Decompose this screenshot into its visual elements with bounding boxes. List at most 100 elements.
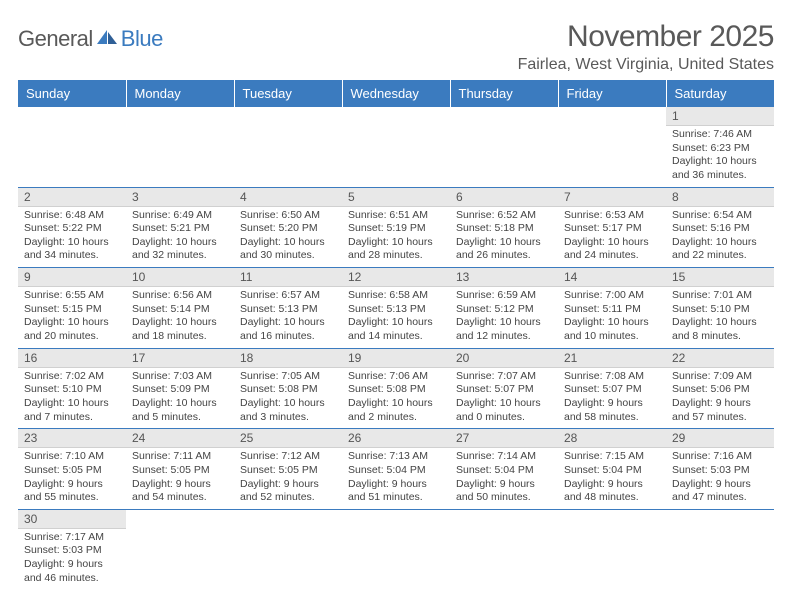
calendar-cell: 23Sunrise: 7:10 AMSunset: 5:05 PMDayligh… xyxy=(18,429,126,510)
day-number: 21 xyxy=(558,349,666,368)
day-details: Sunrise: 6:57 AMSunset: 5:13 PMDaylight:… xyxy=(234,287,342,348)
daylight-text: Daylight: 10 hours and 22 minutes. xyxy=(672,236,768,263)
day-number: 10 xyxy=(126,268,234,287)
calendar-cell: 27Sunrise: 7:14 AMSunset: 5:04 PMDayligh… xyxy=(450,429,558,510)
day-header: Wednesday xyxy=(342,80,450,107)
calendar-row: 23Sunrise: 7:10 AMSunset: 5:05 PMDayligh… xyxy=(18,429,774,510)
day-details: Sunrise: 7:15 AMSunset: 5:04 PMDaylight:… xyxy=(558,448,666,509)
sunset-text: Sunset: 5:15 PM xyxy=(24,303,120,317)
calendar-cell: 3Sunrise: 6:49 AMSunset: 5:21 PMDaylight… xyxy=(126,187,234,268)
calendar-cell: 20Sunrise: 7:07 AMSunset: 5:07 PMDayligh… xyxy=(450,348,558,429)
calendar-cell: 25Sunrise: 7:12 AMSunset: 5:05 PMDayligh… xyxy=(234,429,342,510)
sunrise-text: Sunrise: 6:53 AM xyxy=(564,209,660,223)
sunset-text: Sunset: 5:11 PM xyxy=(564,303,660,317)
calendar-cell xyxy=(126,107,234,187)
day-number: 24 xyxy=(126,429,234,448)
calendar-cell: 18Sunrise: 7:05 AMSunset: 5:08 PMDayligh… xyxy=(234,348,342,429)
title-block: November 2025 Fairlea, West Virginia, Un… xyxy=(518,20,774,74)
sunrise-text: Sunrise: 7:13 AM xyxy=(348,450,444,464)
sunrise-text: Sunrise: 6:50 AM xyxy=(240,209,336,223)
calendar-row: 2Sunrise: 6:48 AMSunset: 5:22 PMDaylight… xyxy=(18,187,774,268)
sunset-text: Sunset: 5:08 PM xyxy=(240,383,336,397)
calendar-cell xyxy=(558,107,666,187)
daylight-text: Daylight: 9 hours and 48 minutes. xyxy=(564,478,660,505)
sunrise-text: Sunrise: 7:17 AM xyxy=(24,531,120,545)
day-details: Sunrise: 6:52 AMSunset: 5:18 PMDaylight:… xyxy=(450,207,558,268)
day-number: 9 xyxy=(18,268,126,287)
day-number: 16 xyxy=(18,349,126,368)
calendar-cell: 16Sunrise: 7:02 AMSunset: 5:10 PMDayligh… xyxy=(18,348,126,429)
day-number: 17 xyxy=(126,349,234,368)
day-number: 27 xyxy=(450,429,558,448)
sunrise-text: Sunrise: 6:52 AM xyxy=(456,209,552,223)
calendar-cell: 7Sunrise: 6:53 AMSunset: 5:17 PMDaylight… xyxy=(558,187,666,268)
day-details: Sunrise: 7:13 AMSunset: 5:04 PMDaylight:… xyxy=(342,448,450,509)
sunset-text: Sunset: 5:10 PM xyxy=(672,303,768,317)
day-details: Sunrise: 6:48 AMSunset: 5:22 PMDaylight:… xyxy=(18,207,126,268)
sunset-text: Sunset: 5:22 PM xyxy=(24,222,120,236)
daylight-text: Daylight: 9 hours and 47 minutes. xyxy=(672,478,768,505)
calendar-cell: 5Sunrise: 6:51 AMSunset: 5:19 PMDaylight… xyxy=(342,187,450,268)
sunrise-text: Sunrise: 7:15 AM xyxy=(564,450,660,464)
sunrise-text: Sunrise: 7:10 AM xyxy=(24,450,120,464)
calendar-cell: 26Sunrise: 7:13 AMSunset: 5:04 PMDayligh… xyxy=(342,429,450,510)
day-header: Sunday xyxy=(18,80,126,107)
calendar-cell: 12Sunrise: 6:58 AMSunset: 5:13 PMDayligh… xyxy=(342,268,450,349)
sail-icon xyxy=(95,28,119,51)
sunset-text: Sunset: 5:16 PM xyxy=(672,222,768,236)
calendar-cell: 2Sunrise: 6:48 AMSunset: 5:22 PMDaylight… xyxy=(18,187,126,268)
day-details: Sunrise: 7:02 AMSunset: 5:10 PMDaylight:… xyxy=(18,368,126,429)
day-number: 2 xyxy=(18,188,126,207)
day-details: Sunrise: 6:50 AMSunset: 5:20 PMDaylight:… xyxy=(234,207,342,268)
daylight-text: Daylight: 10 hours and 2 minutes. xyxy=(348,397,444,424)
sunset-text: Sunset: 5:04 PM xyxy=(348,464,444,478)
logo: General Blue xyxy=(18,26,163,52)
day-number: 3 xyxy=(126,188,234,207)
calendar-table: Sunday Monday Tuesday Wednesday Thursday… xyxy=(18,80,774,589)
sunset-text: Sunset: 5:21 PM xyxy=(132,222,228,236)
day-details: Sunrise: 7:10 AMSunset: 5:05 PMDaylight:… xyxy=(18,448,126,509)
daylight-text: Daylight: 10 hours and 16 minutes. xyxy=(240,316,336,343)
sunset-text: Sunset: 5:05 PM xyxy=(132,464,228,478)
sunrise-text: Sunrise: 7:08 AM xyxy=(564,370,660,384)
day-header-row: Sunday Monday Tuesday Wednesday Thursday… xyxy=(18,80,774,107)
day-header: Friday xyxy=(558,80,666,107)
sunset-text: Sunset: 5:13 PM xyxy=(348,303,444,317)
logo-text-blue: Blue xyxy=(121,26,163,52)
day-details: Sunrise: 7:06 AMSunset: 5:08 PMDaylight:… xyxy=(342,368,450,429)
day-number: 1 xyxy=(666,107,774,126)
sunrise-text: Sunrise: 6:59 AM xyxy=(456,289,552,303)
calendar-cell xyxy=(666,509,774,589)
sunset-text: Sunset: 5:17 PM xyxy=(564,222,660,236)
calendar-cell xyxy=(126,509,234,589)
sunset-text: Sunset: 5:20 PM xyxy=(240,222,336,236)
sunrise-text: Sunrise: 7:01 AM xyxy=(672,289,768,303)
sunset-text: Sunset: 5:06 PM xyxy=(672,383,768,397)
day-number: 7 xyxy=(558,188,666,207)
calendar-cell xyxy=(342,509,450,589)
sunset-text: Sunset: 5:03 PM xyxy=(672,464,768,478)
month-title: November 2025 xyxy=(518,20,774,54)
calendar-cell xyxy=(18,107,126,187)
day-number: 6 xyxy=(450,188,558,207)
sunset-text: Sunset: 5:09 PM xyxy=(132,383,228,397)
day-number: 8 xyxy=(666,188,774,207)
sunrise-text: Sunrise: 6:49 AM xyxy=(132,209,228,223)
sunrise-text: Sunrise: 7:05 AM xyxy=(240,370,336,384)
calendar-cell: 29Sunrise: 7:16 AMSunset: 5:03 PMDayligh… xyxy=(666,429,774,510)
daylight-text: Daylight: 9 hours and 52 minutes. xyxy=(240,478,336,505)
calendar-cell: 21Sunrise: 7:08 AMSunset: 5:07 PMDayligh… xyxy=(558,348,666,429)
calendar-cell xyxy=(234,509,342,589)
sunset-text: Sunset: 5:14 PM xyxy=(132,303,228,317)
calendar-cell: 8Sunrise: 6:54 AMSunset: 5:16 PMDaylight… xyxy=(666,187,774,268)
day-details: Sunrise: 7:05 AMSunset: 5:08 PMDaylight:… xyxy=(234,368,342,429)
calendar-cell: 9Sunrise: 6:55 AMSunset: 5:15 PMDaylight… xyxy=(18,268,126,349)
day-details: Sunrise: 7:00 AMSunset: 5:11 PMDaylight:… xyxy=(558,287,666,348)
calendar-cell: 13Sunrise: 6:59 AMSunset: 5:12 PMDayligh… xyxy=(450,268,558,349)
sunset-text: Sunset: 5:04 PM xyxy=(456,464,552,478)
daylight-text: Daylight: 10 hours and 18 minutes. xyxy=(132,316,228,343)
day-number: 30 xyxy=(18,510,126,529)
daylight-text: Daylight: 10 hours and 36 minutes. xyxy=(672,155,768,182)
calendar-cell: 14Sunrise: 7:00 AMSunset: 5:11 PMDayligh… xyxy=(558,268,666,349)
calendar-cell: 22Sunrise: 7:09 AMSunset: 5:06 PMDayligh… xyxy=(666,348,774,429)
